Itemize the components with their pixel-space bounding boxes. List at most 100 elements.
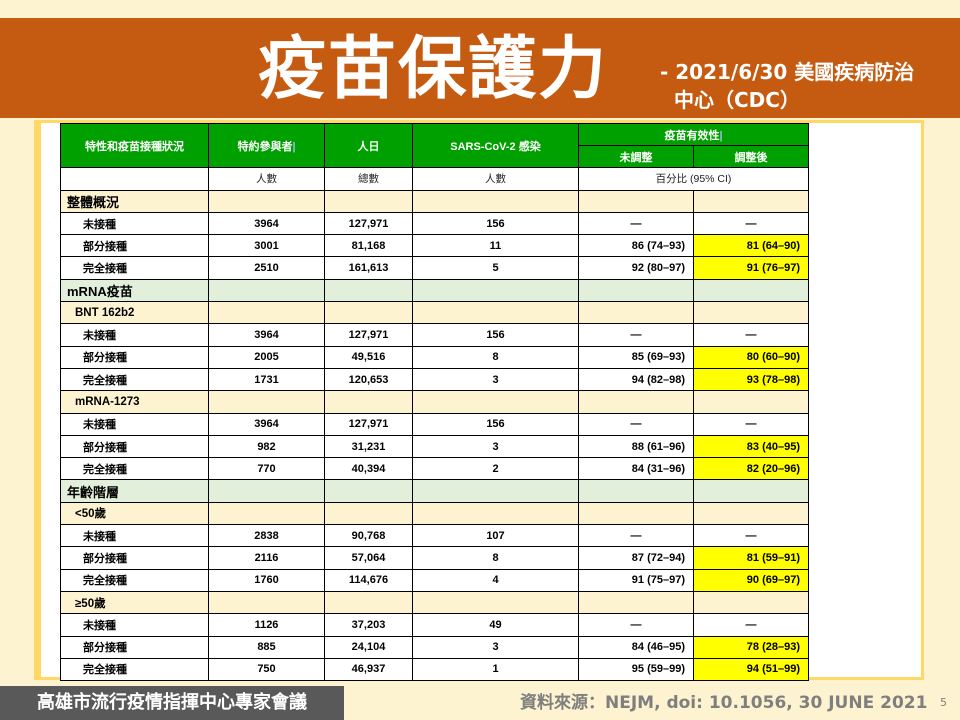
units-effectiveness: 百分比 (95% CI) (577, 167, 810, 191)
status-cell: 部分接種 (60, 345, 209, 369)
empty-cell (692, 189, 810, 213)
adjusted-effectiveness-cell: 80 (60–90) (692, 345, 810, 369)
unadjusted-effectiveness-cell: — (578, 412, 694, 436)
section-header-row: 整體概況 (60, 189, 810, 213)
unadjusted-effectiveness-cell: 84 (46–95) (578, 635, 694, 659)
page-title: 疫苗保護力 (258, 30, 609, 109)
empty-cell (578, 501, 694, 526)
empty-cell (692, 301, 810, 325)
person-days-cell: 127,971 (324, 323, 413, 347)
units-participants: 人數 (208, 167, 325, 191)
unadjusted-effectiveness-cell: — (578, 524, 694, 548)
person-days-cell: 127,971 (324, 211, 413, 236)
adjusted-effectiveness-cell: 83 (40–95) (692, 434, 810, 459)
unadjusted-effectiveness-cell: 86 (74–93) (578, 234, 694, 258)
section-header-row: mRNA疫苗 (60, 278, 810, 303)
unadjusted-effectiveness-cell: 95 (59–99) (578, 657, 694, 682)
infections-cell: 8 (412, 345, 579, 369)
status-cell: 部分接種 (60, 546, 209, 570)
person-days-cell: 31,231 (324, 434, 413, 459)
participants-cell: 770 (208, 457, 325, 481)
person-days-cell: 161,613 (324, 256, 413, 280)
header-vaccine-effectiveness-label: 疫苗有效性 (664, 129, 720, 142)
table-row: 完全接種 2510 161,613 5 92 (80–97) 91 (76–97) (60, 256, 810, 280)
header-participants: 特約參與者| (208, 122, 325, 169)
empty-cell (324, 390, 413, 414)
person-days-cell: 90,768 (324, 524, 413, 548)
empty-cell (412, 390, 579, 414)
subgroup-header-row-label: mRNA-1273 (60, 390, 209, 414)
table-row: 完全接種 1731 120,653 3 94 (82–98) 93 (78–98) (60, 367, 810, 392)
subgroup-header-row: mRNA-1273 (60, 390, 810, 414)
participants-cell: 982 (208, 434, 325, 459)
infections-cell: 8 (412, 546, 579, 570)
footer-source: 資料來源：NEJM, doi: 10.1056, 30 JUNE 2021 (520, 693, 928, 713)
empty-cell (208, 189, 325, 213)
subtitle-line-2: 中心（CDC） (674, 88, 800, 112)
adjusted-effectiveness-cell: — (692, 211, 810, 236)
subgroup-header-row: BNT 162b2 (60, 301, 810, 325)
status-cell: 未接種 (60, 412, 209, 436)
adjusted-effectiveness-cell: 90 (69–97) (692, 568, 810, 592)
footer-organization: 高雄市流行疫情指揮中心專家會議 (0, 686, 344, 720)
infections-cell: 2 (412, 457, 579, 481)
units-person-days: 總數 (324, 167, 413, 191)
infections-cell: 156 (412, 323, 579, 347)
participants-cell: 2838 (208, 524, 325, 548)
status-cell: 部分接種 (60, 635, 209, 659)
table-row: 完全接種 1760 114,676 4 91 (75–97) 90 (69–97) (60, 568, 810, 592)
table-row: 未接種 3964 127,971 156— — (60, 412, 810, 436)
person-days-cell: 40,394 (324, 457, 413, 481)
status-cell: 部分接種 (60, 234, 209, 258)
empty-cell (412, 278, 579, 303)
participants-cell: 3001 (208, 234, 325, 258)
table-row: 未接種 1126 37,203 49— — (60, 613, 810, 637)
header-person-days: 人日 (324, 122, 413, 169)
participants-cell: 1126 (208, 613, 325, 637)
infections-cell: 49 (412, 613, 579, 637)
adjusted-effectiveness-cell: — (692, 524, 810, 548)
infections-cell: 3 (412, 367, 579, 392)
person-days-cell: 46,937 (324, 657, 413, 682)
infections-cell: 4 (412, 568, 579, 592)
empty-cell (324, 501, 413, 526)
subgroup-header-row-label: ≥50歲 (60, 590, 209, 615)
status-cell: 完全接種 (60, 568, 209, 592)
empty-cell (578, 278, 694, 303)
empty-cell (324, 590, 413, 615)
table-row: 完全接種 770 40,394 2 84 (31–96) 82 (20–96) (60, 457, 810, 481)
empty-cell (208, 501, 325, 526)
section-header-row: 年齡階層 (60, 479, 810, 503)
participants-cell: 2005 (208, 345, 325, 369)
adjusted-effectiveness-cell: — (692, 412, 810, 436)
person-days-cell: 24,104 (324, 635, 413, 659)
adjusted-effectiveness-cell: 93 (78–98) (692, 367, 810, 392)
subgroup-header-row-label: <50歲 (60, 501, 209, 526)
header-characteristic: 特性和疫苗接種狀況 (60, 122, 209, 169)
units-blank (60, 167, 209, 191)
empty-cell (692, 590, 810, 615)
adjusted-effectiveness-cell: 81 (59–91) (692, 546, 810, 570)
unadjusted-effectiveness-cell: — (578, 211, 694, 236)
header-infection: SARS-CoV-2 感染 (412, 122, 579, 169)
empty-cell (324, 301, 413, 325)
empty-cell (578, 590, 694, 615)
status-cell: 完全接種 (60, 367, 209, 392)
header-row: 特性和疫苗接種狀況 特約參與者| 人日 SARS-CoV-2 感染 疫苗有效性| (60, 122, 810, 169)
status-cell: 未接種 (60, 613, 209, 637)
participants-cell: 750 (208, 657, 325, 682)
table-row: 完全接種 750 46,937 1 95 (59–99) 94 (51–99) (60, 657, 810, 682)
table-row: 未接種 2838 90,768 107— — (60, 524, 810, 548)
unadjusted-effectiveness-cell: 91 (75–97) (578, 568, 694, 592)
table-row: 部分接種 2116 57,064 8 87 (72–94) 81 (59–91) (60, 546, 810, 570)
empty-cell (324, 189, 413, 213)
table-row: 未接種 3964 127,971 156— — (60, 323, 810, 347)
person-days-cell: 114,676 (324, 568, 413, 592)
header-subrow: 未調整 調整後 (61, 144, 810, 169)
section-header-row-label: 整體概況 (60, 189, 209, 213)
page-subtitle: - 2021/6/30 美國疾病防治 中心（CDC） (660, 58, 956, 114)
section-header-row-label: mRNA疫苗 (60, 278, 209, 303)
participants-cell: 1731 (208, 367, 325, 392)
empty-cell (692, 278, 810, 303)
adjusted-effectiveness-cell: 78 (28–93) (692, 635, 810, 659)
